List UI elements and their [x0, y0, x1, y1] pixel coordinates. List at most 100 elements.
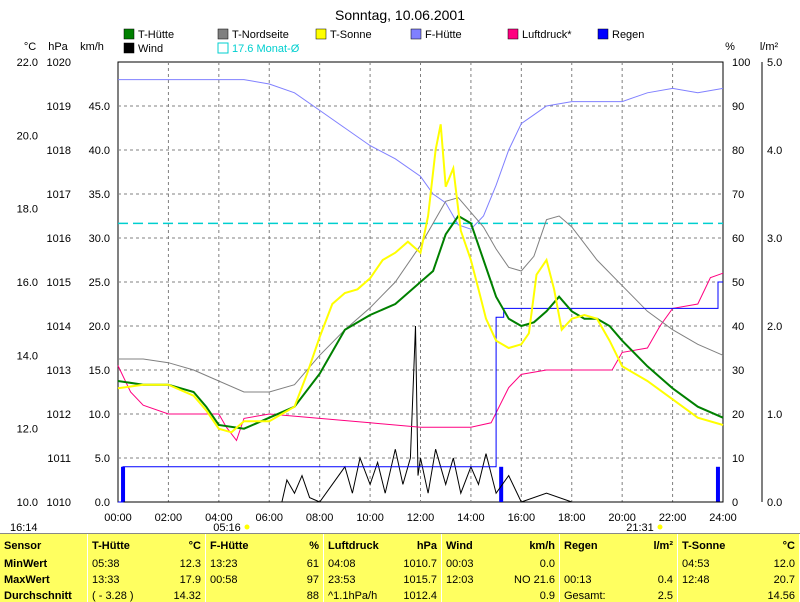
press-tick-label: 1013	[47, 365, 71, 377]
series-line-tsonne	[117, 124, 724, 434]
stats-row: ^1.1hPa/h 1012.4	[328, 590, 437, 602]
wind-tick-label: 15.0	[89, 365, 110, 377]
legend-label: T-Sonne	[330, 29, 372, 41]
legend-swatch	[217, 28, 229, 40]
humid-tick-label: 30	[732, 365, 744, 377]
humid-tick-label: 40	[732, 321, 744, 333]
humid-tick-label: 10	[732, 453, 744, 465]
time-tick-label: 22:00	[659, 512, 687, 524]
wind-tick-label: 40.0	[89, 145, 110, 157]
stats-row: 13:33 17.9	[92, 574, 201, 586]
stats-header: Wind km/h	[446, 540, 555, 552]
wind-tick-label: 5.0	[95, 453, 110, 465]
time-left-label: 16:14	[10, 522, 38, 533]
humid-tick-label: 100	[732, 57, 750, 69]
press-unit: hPa	[48, 41, 68, 53]
humid-tick-label: 70	[732, 189, 744, 201]
stats-row: 04:08 1010.7	[328, 558, 437, 570]
stats-row: ( - 3.28 ) 14.32	[92, 590, 201, 602]
stats-row: 12:48 20.7	[682, 574, 795, 586]
wind-tick-label: 0.0	[95, 497, 110, 509]
stats-header: Sensor	[4, 540, 42, 552]
time-tick-label: 06:00	[255, 512, 283, 524]
stats-row: MinWert	[4, 558, 48, 570]
temp-unit: °C	[24, 41, 36, 53]
stats-column: Luftdruck hPa 04:08 1010.7 23:53 1015.7 ^1.1hP…	[324, 534, 442, 602]
press-tick-label: 1020	[47, 57, 71, 69]
stats-row: 00:03 0.0	[446, 558, 555, 570]
humid-tick-label: 50	[732, 277, 744, 289]
weather-chart: Sonntag, 10.06.2001 T-Hütte T-Nordseite T-…	[10, 7, 782, 533]
series-line-wind	[118, 325, 723, 503]
axis-ticks: 22.020.018.016.014.012.010.0102010191018…	[17, 57, 782, 530]
time-tick-label: 00:00	[104, 512, 132, 524]
time-tick-label: 04:00	[205, 512, 233, 524]
time-tick-label: 14:00	[457, 512, 485, 524]
legend-label: F-Hütte	[425, 29, 462, 41]
series-line-fhtte	[118, 79, 724, 230]
legend-swatch	[597, 28, 609, 40]
rain-tick-label: 4.0	[767, 145, 782, 157]
sunrise-marker	[244, 524, 250, 530]
rain-tick-label: 0.0	[767, 497, 782, 509]
rain-tick-label: 1.0	[767, 409, 782, 421]
stats-column: T-Sonne °C 04:53 12.0 12:48 20.7 14.56	[678, 534, 800, 602]
stats-column: Wind km/h 00:03 0.0 12:03 NO 21.6 0.9	[442, 534, 560, 602]
stats-header: Regen l/m²	[564, 540, 673, 552]
series-line-luftdruck	[117, 272, 724, 442]
stats-panel: Sensor MinWert MaxWert Durchschnitt T-Hütte °…	[0, 533, 800, 602]
wind-tick-label: 20.0	[89, 321, 110, 333]
humid-tick-label: 90	[732, 101, 744, 113]
time-tick-label: 20:00	[608, 512, 636, 524]
temp-tick-label: 20.0	[17, 130, 38, 142]
time-tick-label: 08:00	[306, 512, 334, 524]
humid-tick-label: 80	[732, 145, 744, 157]
stats-column: Regen l/m² 00:13 0.4 Gesamt: 2.5	[560, 534, 678, 602]
stats-row: 23:53 1015.7	[328, 574, 437, 586]
time-tick-label: 18:00	[558, 512, 586, 524]
press-tick-label: 1015	[47, 277, 71, 289]
rain-tick-label: 5.0	[767, 57, 782, 69]
stats-row: 0.9	[539, 590, 555, 602]
stats-header: T-Sonne °C	[682, 540, 795, 552]
time-tick-label: 02:00	[155, 512, 183, 524]
press-tick-label: 1010	[47, 497, 71, 509]
press-tick-label: 1017	[47, 189, 71, 201]
stats-row: Durchschnitt	[4, 590, 72, 602]
temp-tick-label: 12.0	[17, 424, 38, 436]
legend-label: Wind	[138, 43, 163, 55]
stats-row: 12:03 NO 21.6	[446, 574, 555, 586]
stats-column: Sensor MinWert MaxWert Durchschnitt	[0, 534, 88, 602]
rain-tick-label: 3.0	[767, 233, 782, 245]
stats-row: 04:53 12.0	[682, 558, 795, 570]
legend-label: Regen	[612, 29, 644, 41]
legend-swatch	[315, 28, 327, 40]
press-tick-label: 1011	[47, 453, 71, 465]
temp-tick-label: 14.0	[17, 350, 38, 362]
stats-row: 00:13 0.4	[564, 574, 673, 586]
series-line-tnordseite	[118, 197, 724, 393]
legend-swatch	[123, 28, 135, 40]
stats-row: 14.56	[767, 590, 795, 602]
sunrise-label: 05:16	[213, 522, 241, 533]
sunset-label: 21:31	[626, 522, 654, 533]
press-tick-label: 1019	[47, 101, 71, 113]
rain-bar	[715, 466, 720, 502]
time-tick-label: 12:00	[407, 512, 435, 524]
press-tick-label: 1012	[47, 409, 71, 421]
temp-tick-label: 22.0	[17, 57, 38, 69]
legend-label: T-Nordseite	[232, 29, 289, 41]
stats-row: 13:23 61	[210, 558, 319, 570]
wind-tick-label: 35.0	[89, 189, 110, 201]
stats-column: T-Hütte °C 05:38 12.3 13:33 17.9 ( - 3.28 ) 14.…	[88, 534, 206, 602]
legend-label: T-Hütte	[138, 29, 174, 41]
sunset-marker	[657, 524, 663, 530]
press-tick-label: 1016	[47, 233, 71, 245]
legend: T-Hütte T-Nordseite T-Sonne F-Hütte Luftdruc…	[123, 28, 644, 55]
wind-unit: km/h	[80, 41, 104, 53]
series-line-regen	[118, 281, 723, 503]
stats-header: T-Hütte °C	[92, 540, 201, 552]
stats-row: 88	[306, 590, 319, 602]
humid-tick-label: 20	[732, 409, 744, 421]
legend-swatch	[217, 42, 229, 54]
